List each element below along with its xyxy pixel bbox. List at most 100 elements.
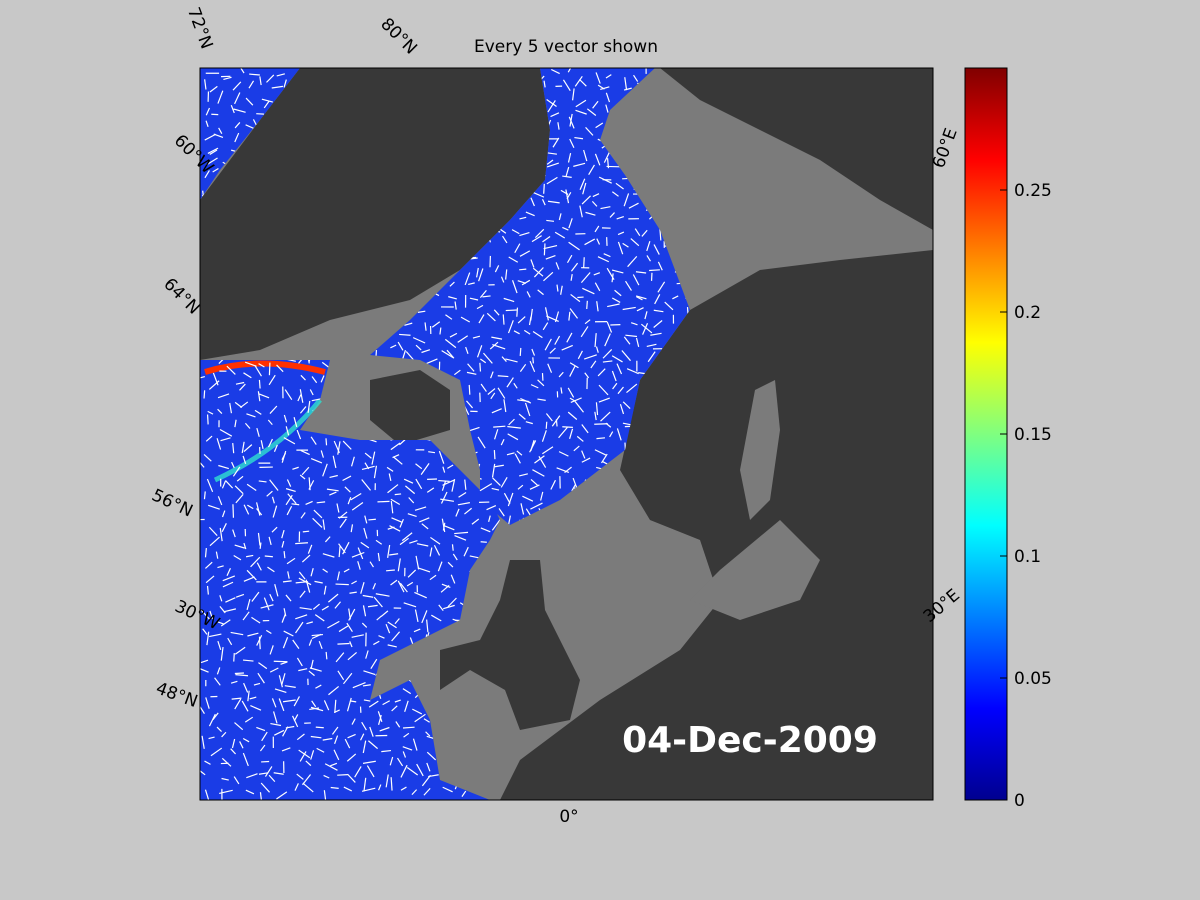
vector [516,307,519,317]
vector [442,522,446,531]
vector [298,668,308,672]
vector [232,443,235,454]
vector [272,505,278,518]
vector [478,314,485,324]
vector [322,519,326,530]
vector [505,309,517,312]
vector [635,295,647,300]
vector [292,466,299,470]
vector [546,219,555,222]
vector [399,582,408,593]
vector [554,335,561,345]
vector [405,351,414,360]
vector [286,479,292,487]
vector [208,713,216,727]
vector [315,684,322,689]
vector [530,259,535,268]
vector [368,700,379,708]
vector [525,211,535,217]
vector [234,92,241,105]
vector [519,363,527,372]
vector [308,670,315,677]
vector [463,546,469,557]
vector [299,590,306,598]
vector [334,699,337,713]
vector [232,81,242,91]
vector [546,162,559,168]
vector [445,314,453,320]
vector [600,411,611,422]
vector [386,569,395,572]
vector [286,505,293,516]
vector [549,347,556,354]
vector [573,162,586,167]
vector [297,394,302,402]
vector [498,508,505,517]
vector [258,363,265,368]
vector [264,555,273,558]
vector [641,229,648,237]
vector [200,667,209,673]
vector [205,157,218,166]
vector [569,138,575,149]
vector [386,466,394,472]
vector [543,243,546,256]
vector [293,696,300,707]
vector [269,593,274,602]
vector [221,777,229,781]
map [200,68,933,800]
vector [242,659,254,662]
vector [545,413,553,422]
vector [654,294,661,305]
vector [287,493,297,505]
vector [307,544,313,554]
vector [646,343,657,348]
vector [200,659,209,664]
vector [221,480,227,489]
vector [426,619,429,633]
vector [477,436,486,449]
vector [574,136,584,140]
vector [363,777,367,792]
vector [308,477,311,491]
vector [597,368,606,377]
vector [438,604,444,612]
vector [346,697,352,712]
vector [310,659,314,670]
vector [251,591,260,602]
vector [552,137,560,148]
vector [215,551,219,559]
vector [466,371,477,375]
vector [258,379,261,389]
vector [490,392,496,400]
vector [566,254,573,264]
vector [278,698,285,712]
vector [344,738,351,749]
vector [503,399,507,413]
vector [595,122,604,129]
vector [251,616,261,624]
vector [594,449,607,456]
vector [221,757,232,767]
vector [325,438,328,446]
vector [281,747,291,752]
vector [565,166,570,177]
vector [205,561,213,569]
vector [332,455,337,469]
vector [257,532,261,546]
vector [218,127,223,134]
vector [221,523,227,533]
vector [575,99,587,108]
vector [378,714,382,725]
vector [264,766,273,777]
vector [659,228,662,241]
colorbar-axis: 0 0.05 0.1 0.15 0.2 0.25 [1000,181,1052,811]
vector [569,362,579,369]
vector [594,411,597,421]
vector [331,726,339,735]
vector [562,226,569,231]
vector [568,311,571,321]
vector [570,262,579,272]
vector [369,726,374,737]
vector [519,268,527,271]
